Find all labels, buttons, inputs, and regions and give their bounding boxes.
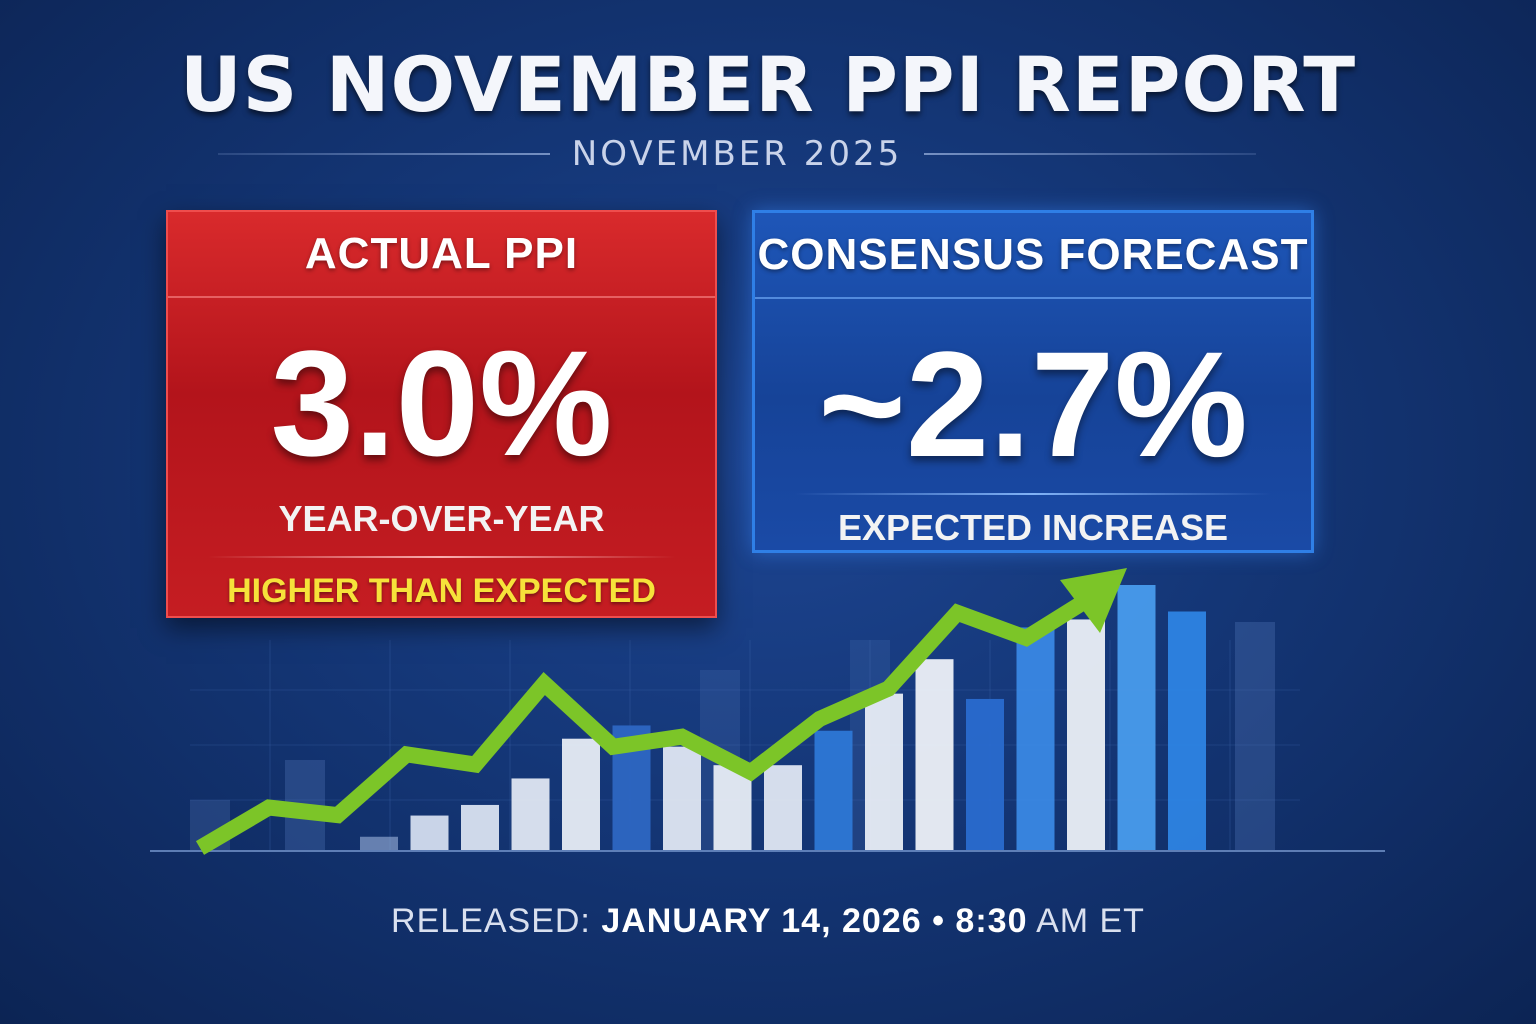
divider-left [218,153,550,155]
chart-bar [915,659,954,850]
forecast-divider [795,493,1271,495]
trend-arrowhead [1060,568,1127,633]
actual-ppi-period: YEAR-OVER-YEAR [278,498,605,539]
subtitle-row: NOVEMBER 2025 [218,134,1257,174]
actual-ppi-value: 3.0% [270,319,613,487]
bullet-separator: • [932,902,945,940]
background-bar [1235,622,1275,850]
chart-bars [190,585,1275,850]
actual-ppi-note: HIGHER THAN EXPECTED [227,572,656,610]
chart-bar [1067,619,1105,850]
trend-arrow [195,568,1127,855]
chart-bar [1016,627,1055,850]
released-label: RELEASED: [391,902,591,940]
report-month: NOVEMBER 2025 [571,134,903,174]
chart-bar [764,765,802,850]
trend-line [195,588,1100,855]
release-time: 8:30 [955,902,1028,940]
release-date: JANUARY 14, 2026 [601,902,922,940]
chart-bar [461,804,499,850]
divider-right [924,153,1257,155]
chart-bar [663,746,701,850]
release-time-suffix: AM ET [1036,902,1145,940]
chart-bar [562,738,600,850]
chart-bar [1117,585,1156,850]
chart-bar [814,730,853,850]
chart-bar [1168,611,1206,850]
chart-bar [511,778,550,850]
forecast-label: EXPECTED INCREASE [837,507,1229,548]
page-title: US NOVEMBER PPI REPORT [179,40,1357,129]
chart-bar [410,815,449,850]
actual-ppi-heading: ACTUAL PPI [168,212,715,298]
chart-bar [865,693,903,850]
consensus-forecast-card: CONSENSUS FORECAST ~2.7% EXPECTED INCREA… [752,210,1314,553]
release-info: RELEASED: JANUARY 14, 2026 • 8:30 AM ET [0,902,1536,941]
actual-ppi-divider [208,556,675,558]
chart-bar [713,765,752,850]
forecast-value: ~2.7% [818,320,1248,488]
forecast-heading: CONSENSUS FORECAST [755,213,1311,299]
chart-bar [966,698,1004,850]
chart-bar [360,836,398,850]
actual-ppi-card: ACTUAL PPI 3.0% YEAR-OVER-YEAR HIGHER TH… [166,210,717,618]
